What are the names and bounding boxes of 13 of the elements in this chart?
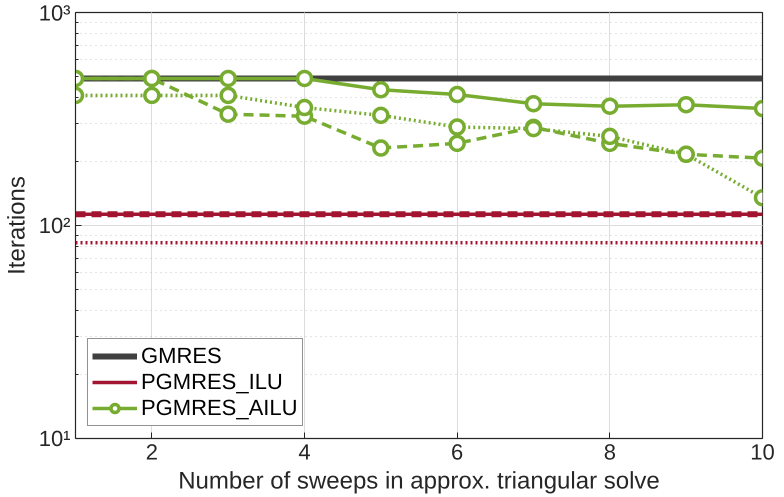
y-tick-label: 10² xyxy=(38,213,70,238)
legend-label: GMRES xyxy=(141,343,222,369)
x-tick-label: 8 xyxy=(604,440,616,464)
legend-label: PGMRES_AILU xyxy=(141,395,298,421)
legend-label: PGMRES_ILU xyxy=(141,369,283,395)
y-tick-label: 10³ xyxy=(38,0,70,26)
x-axis-title: Number of sweeps in approx. triangular solve xyxy=(178,468,660,494)
x-tick-label: 2 xyxy=(146,440,158,464)
x-tick-label: 4 xyxy=(298,440,311,464)
x-tick-label: 10 xyxy=(750,440,775,464)
y-axis-title: Iterations xyxy=(4,176,31,275)
x-tick-label: 6 xyxy=(451,440,464,464)
y-tick-label: 10¹ xyxy=(38,426,70,451)
